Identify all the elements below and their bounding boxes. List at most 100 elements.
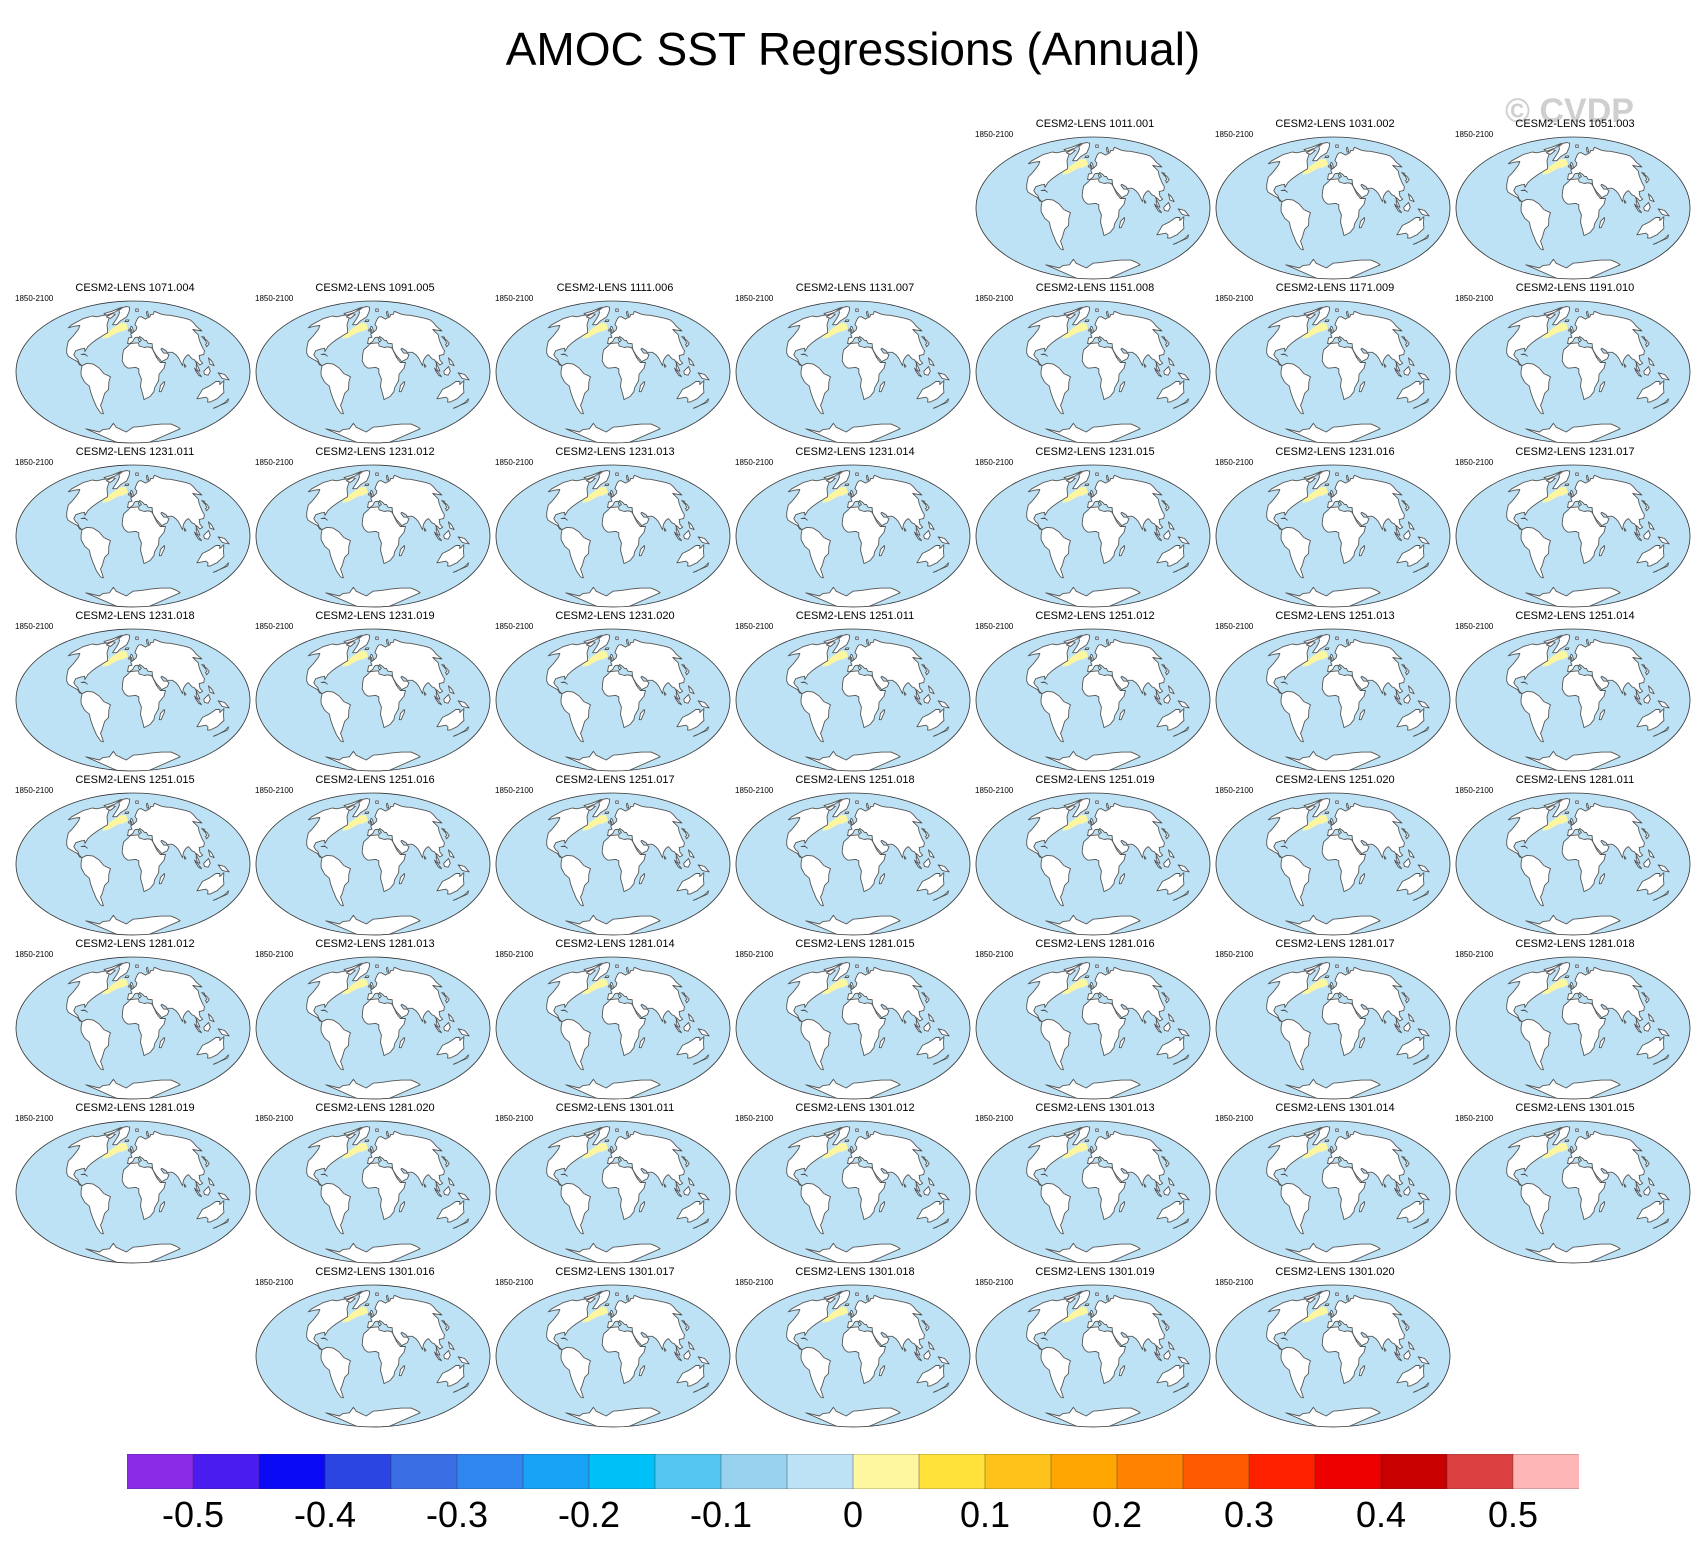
land-greenland (592, 1126, 611, 1146)
land-ireland (608, 820, 611, 824)
land-indonesia1 (1154, 859, 1163, 870)
land-srilanka (1623, 363, 1627, 368)
land-namerica (1266, 642, 1310, 695)
land-ireland (368, 328, 371, 332)
land-australia (436, 544, 465, 567)
land-namerica (306, 806, 350, 859)
land-ireland (368, 984, 371, 988)
land-indonesia1 (194, 695, 203, 706)
panel-period: 1850-2100 (495, 458, 534, 467)
land-newzealand (1652, 234, 1669, 245)
land-ireland (128, 820, 131, 824)
land-newguinea (697, 372, 710, 381)
land-africa (601, 1326, 646, 1385)
panel-title: CESM2-LENS 1251.013 (1275, 610, 1395, 622)
land-indonesia2 (683, 1022, 691, 1032)
land-australia (676, 1364, 705, 1387)
land-antarctica (565, 422, 661, 443)
map-border (975, 300, 1211, 444)
land-australia (916, 1364, 945, 1387)
land-svalbard (1575, 964, 1579, 968)
panel-title: CESM2-LENS 1251.014 (1515, 610, 1635, 622)
land-uk (130, 817, 134, 826)
land-ireland (1568, 164, 1571, 168)
land-antarctica (1525, 422, 1621, 443)
land-samerica (320, 690, 351, 743)
land-arctic2 (1545, 641, 1556, 647)
land-samerica (1040, 1182, 1071, 1235)
land-newzealand (1412, 726, 1429, 737)
land-ireland (608, 328, 611, 332)
land-novaya (1105, 146, 1110, 153)
land-novaya (385, 802, 390, 809)
land-philippines (1407, 521, 1415, 531)
panel-title: CESM2-LENS 1111.006 (556, 282, 674, 294)
land-namerica (1026, 1134, 1070, 1187)
land-ireland (128, 656, 131, 660)
land-novaya (1345, 310, 1350, 317)
land-japan (1401, 172, 1410, 184)
map-border (255, 1284, 491, 1428)
land-greenland (1312, 634, 1331, 654)
land-iceland (604, 319, 610, 322)
land-japan (1161, 1320, 1170, 1332)
land-antarctica (1045, 422, 1141, 443)
panel-period: 1850-2100 (255, 1278, 294, 1287)
land-arctic1 (103, 962, 123, 972)
land-antarctica (565, 1242, 661, 1263)
land-arctic1 (1543, 798, 1563, 808)
ocean (16, 301, 250, 443)
land-japan (1641, 828, 1650, 840)
land-samerica (1040, 526, 1071, 579)
land-newzealand (932, 1382, 949, 1393)
land-madagascar (1118, 217, 1126, 229)
land-ireland (608, 492, 611, 496)
land-indonesia1 (1394, 203, 1403, 214)
land-namerica (546, 806, 590, 859)
land-ireland (848, 984, 851, 988)
land-australia (916, 544, 945, 567)
land-srilanka (903, 1347, 907, 1352)
land-australia (1156, 1364, 1185, 1387)
land-ireland (1328, 164, 1331, 168)
land-srilanka (663, 527, 667, 532)
land-australia (916, 1200, 945, 1223)
land-uk (1570, 489, 1574, 498)
land-madagascar (1598, 873, 1606, 885)
land-arctic2 (1305, 313, 1316, 319)
land-srilanka (1383, 199, 1387, 204)
land-madagascar (158, 709, 166, 721)
panel-title: CESM2-LENS 1301.011 (555, 1102, 675, 1114)
land-namerica (1266, 478, 1310, 531)
land-arctic1 (1063, 306, 1083, 316)
land-africa (361, 342, 406, 401)
land-indonesia2 (1643, 202, 1651, 212)
land-newguinea (1657, 536, 1670, 545)
land-arctic2 (1305, 1297, 1316, 1303)
map-panel: CESM2-LENS 1301.019 1850-2100 (975, 1266, 1215, 1431)
land-greenland (1312, 798, 1331, 818)
colorbar-swatch (1182, 1454, 1250, 1489)
land-iceland (1084, 155, 1090, 158)
land-greenland (112, 470, 131, 490)
land-ireland (1328, 820, 1331, 824)
ocean (256, 629, 490, 771)
map-border (975, 1284, 1211, 1428)
north-atlantic-anomaly (1302, 815, 1328, 831)
land-madagascar (1358, 709, 1366, 721)
map-panel: CESM2-LENS 1231.015 1850-2100 (975, 446, 1215, 611)
land-uk (1570, 161, 1574, 170)
land-svalbard (1335, 1128, 1339, 1132)
land-samerica (80, 1018, 111, 1071)
colorbar-swatch (852, 1454, 920, 1489)
land-eurasia (127, 638, 205, 700)
land-indonesia2 (1163, 1022, 1171, 1032)
land-japan (441, 1156, 450, 1168)
ocean (256, 957, 490, 1099)
land-australia (916, 708, 945, 731)
land-novaya (385, 310, 390, 317)
land-uk (1570, 325, 1574, 334)
land-iceland (604, 1139, 610, 1142)
land-cuba (1280, 1009, 1288, 1013)
land-antarctica (85, 1078, 181, 1099)
